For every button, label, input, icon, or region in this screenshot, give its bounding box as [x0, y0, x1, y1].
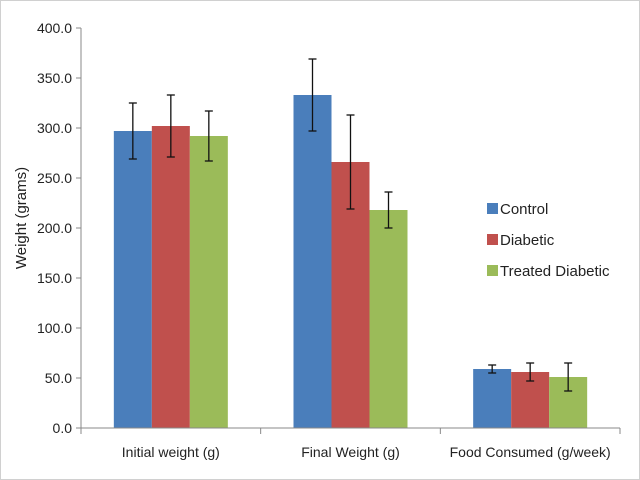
y-tick-label: 0.0 [53, 420, 73, 436]
legend-label: Treated Diabetic [500, 263, 610, 280]
y-tick-label: 50.0 [45, 370, 72, 386]
legend-swatch-treated-diabetic [487, 265, 498, 276]
y-tick-label: 150.0 [37, 270, 72, 286]
y-tick-label: 400.0 [37, 20, 72, 36]
x-category-label: Food Consumed (g/week) [450, 444, 611, 460]
y-tick-label: 250.0 [37, 170, 72, 186]
y-tick-label: 200.0 [37, 220, 72, 236]
y-tick-label: 100.0 [37, 320, 72, 336]
bar-control-0 [113, 131, 152, 428]
x-category-label: Initial weight (g) [122, 444, 220, 460]
legend-label: Control [500, 201, 548, 218]
bar-treated-diabetic-0 [189, 136, 228, 428]
bar-control-1 [293, 95, 332, 428]
bar-treated-diabetic-1 [369, 210, 408, 428]
y-tick-label: 300.0 [37, 120, 72, 136]
bar-diabetic-0 [151, 126, 190, 428]
legend-swatch-diabetic [487, 234, 498, 245]
bar-control-2 [473, 369, 512, 428]
legend-swatch-control [487, 203, 498, 214]
y-tick-label: 350.0 [37, 70, 72, 86]
legend-label: Diabetic [500, 232, 555, 249]
y-axis-title: Weight (grams) [13, 167, 30, 269]
x-category-label: Final Weight (g) [301, 444, 400, 460]
